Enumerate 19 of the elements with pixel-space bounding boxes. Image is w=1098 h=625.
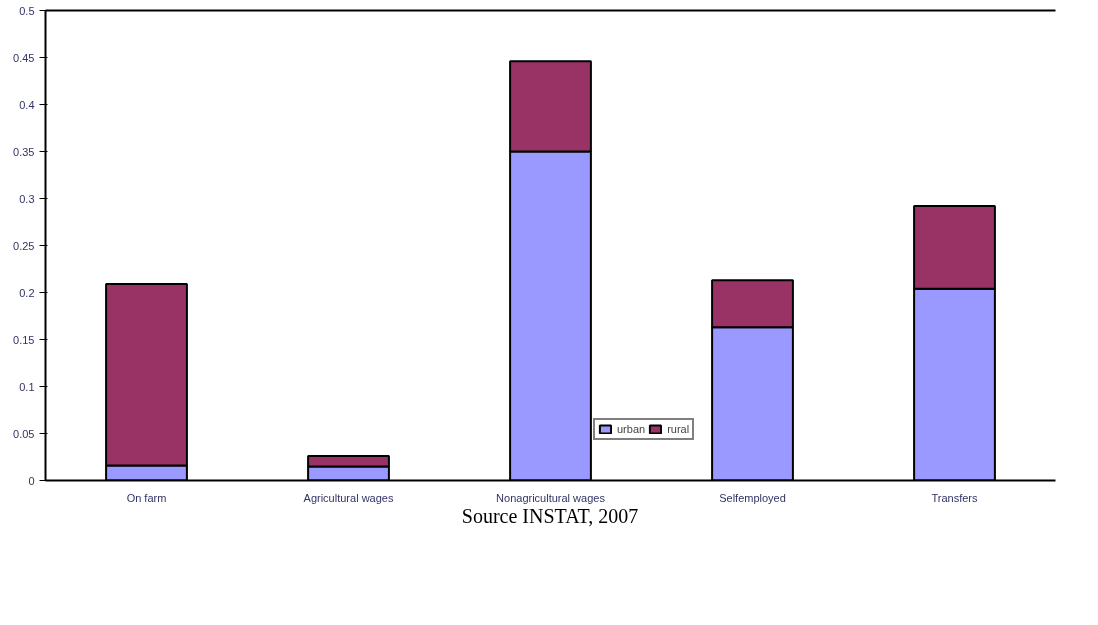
x-tick-label: Transfers: [931, 491, 979, 504]
y-tick-label: 0.4: [19, 98, 35, 111]
y-tick-label: 0.2: [19, 286, 35, 299]
y-tick-label: 0.45: [13, 51, 35, 64]
y-tick-label: 0.05: [13, 427, 35, 440]
y-tick-label: 0.35: [13, 145, 35, 158]
x-tick-label: Agricultural wages: [303, 491, 394, 504]
legend-label: urban: [617, 423, 646, 435]
x-tick-label: On farm: [126, 491, 167, 504]
y-tick-label: 0: [28, 474, 35, 487]
y-tick-label: 0.5: [19, 4, 35, 17]
y-tick-label: 0.25: [13, 239, 35, 252]
source-note: Source INSTAT, 2007: [461, 504, 639, 529]
y-tick-label: 0.1: [19, 380, 35, 393]
y-tick-label: 0.3: [19, 192, 35, 205]
y-tick-label: 0.15: [13, 333, 35, 346]
x-tick-label: Selfemployed: [719, 491, 786, 504]
legend-label: rural: [667, 423, 690, 435]
x-tick-label: Nonagricultural wages: [496, 491, 606, 504]
